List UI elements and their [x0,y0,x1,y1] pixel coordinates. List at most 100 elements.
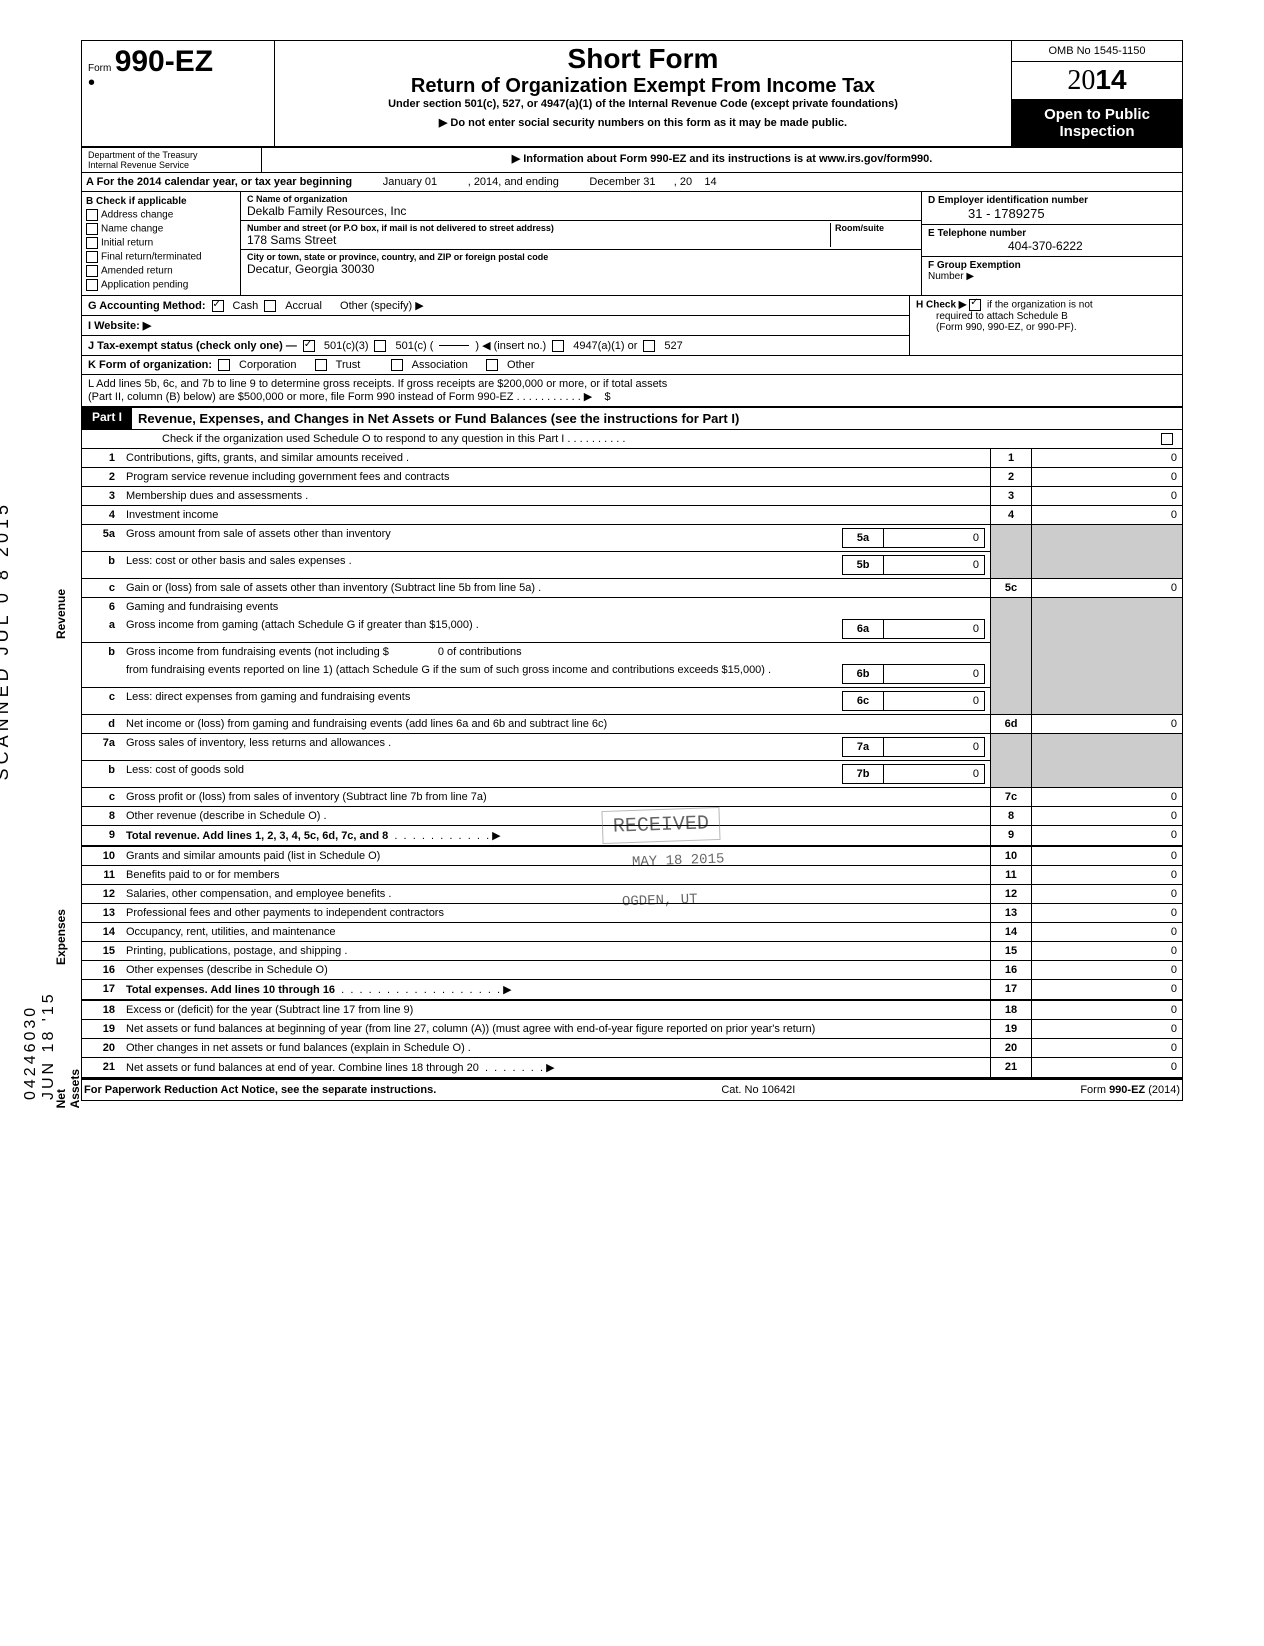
header-row: Form 990-EZ • Short Form Return of Organ… [82,41,1182,148]
line-9: 9Total revenue. Add lines 1, 2, 3, 4, 5c… [82,826,1182,847]
city-label: City or town, state or province, country… [247,252,915,262]
line-2: 2Program service revenue including gover… [82,468,1182,487]
label-501c3: 501(c)(3) [324,340,369,352]
part1-badge: Part I [82,408,132,429]
check-schedule-b[interactable] [969,299,981,311]
phone-value: 404-370-6222 [928,239,1083,253]
open-public-1: Open to Public [1016,106,1178,123]
short-form-title: Short Form [279,43,1007,75]
subtitle: Under section 501(c), 527, or 4947(a)(1)… [279,98,1007,110]
row-j: J Tax-exempt status (check only one) — 5… [82,336,909,355]
data-table-wrapper: Revenue Expenses Net Assets RECEIVED MAY… [82,449,1182,1078]
check-4947[interactable] [552,340,564,352]
check-cash[interactable] [212,300,224,312]
form-page: SCANNED JUL 0 8 2015 04246030 JUN 18 '15… [81,40,1183,1101]
org-name-box: C Name of organization Dekalb Family Res… [241,192,921,221]
website-label: I Website: ▶ [88,319,151,332]
dept-treasury: Department of the Treasury Internal Reve… [82,148,262,172]
group-exemption-box: F Group Exemption Number ▶ [922,257,1182,285]
line-10: 10Grants and similar amounts paid (list … [82,846,1182,866]
h-text2: required to attach Schedule B [916,311,1068,322]
col-right: D Employer identification number 31 - 17… [921,192,1182,295]
dept-line2: Internal Revenue Service [88,160,255,170]
label-accrual: Accrual [285,300,322,312]
label-insert-no: ) ◀ (insert no.) [475,339,546,352]
row-i: I Website: ▶ [82,316,909,336]
row-a-endyear: 14 [704,176,716,188]
check-accrual[interactable] [264,300,276,312]
line-5c: cGain or (loss) from sale of assets othe… [82,579,1182,598]
block-b-j: B Check if applicable Address change Nam… [82,192,1182,295]
label-501c: 501(c) ( [395,340,433,352]
label-final-return: Final return/terminated [101,252,202,263]
line-7c: cGross profit or (loss) from sales of in… [82,788,1182,807]
label-cash: Cash [233,300,259,312]
check-application-pending[interactable] [86,279,98,291]
line-12: 12Salaries, other compensation, and empl… [82,885,1182,904]
l-text1: L Add lines 5b, 6c, and 7b to line 9 to … [88,378,1176,390]
line-7a: 7aGross sales of inventory, less returns… [82,734,1182,761]
footer-mid: Cat. No 10642I [721,1084,795,1096]
right-header-column: OMB No 1545-1150 20201414 Open to Public… [1012,41,1182,146]
row-g: G Accounting Method: Cash Accrual Other … [82,296,909,316]
footer-row: For Paperwork Reduction Act Notice, see … [82,1078,1182,1100]
check-name-change[interactable] [86,223,98,235]
open-public: Open to Public Inspection [1012,100,1182,146]
label-application-pending: Application pending [101,280,188,291]
check-assoc[interactable] [391,359,403,371]
col-c: C Name of organization Dekalb Family Res… [241,192,921,295]
check-schedule-o[interactable] [1161,433,1173,445]
part1-title: Revenue, Expenses, and Changes in Net As… [132,408,745,429]
check-527[interactable] [643,340,655,352]
label-other-method: Other (specify) ▶ [340,299,424,312]
line-20: 20Other changes in net assets or fund ba… [82,1039,1182,1058]
tax-year: 20201414 [1012,62,1182,100]
label-address-change: Address change [101,210,173,221]
form-identifier: Form 990-EZ • [82,41,275,146]
city-value: Decatur, Georgia 30030 [247,262,915,276]
check-501c3[interactable] [303,340,315,352]
l-text2: (Part II, column (B) below) are $500,000… [88,391,592,403]
info-link: ▶ Information about Form 990-EZ and its … [262,148,1182,172]
h-text3: (Form 990, 990-EZ, or 990-PF). [916,322,1077,333]
label-amended-return: Amended return [101,266,173,277]
expenses-section-label: Expenses [54,909,68,965]
org-name-label: C Name of organization [247,194,915,204]
line-14: 14Occupancy, rent, utilities, and mainte… [82,923,1182,942]
street-box: Number and street (or P.O box, if mail i… [241,221,921,250]
row-a-mid: , 2014, and ending [468,176,559,188]
check-corp[interactable] [218,359,230,371]
row-gh: G Accounting Method: Cash Accrual Other … [82,295,1182,355]
label-other-org: Other [507,359,535,371]
line-6: 6Gaming and fundraising events [82,598,1182,617]
tax-year-end: December 31 [589,176,655,188]
check-amended-return[interactable] [86,265,98,277]
part1-check-row: Check if the organization used Schedule … [82,430,1182,449]
line-11: 11Benefits paid to or for members110 [82,866,1182,885]
label-name-change: Name change [101,224,163,235]
check-501c[interactable] [374,340,386,352]
line-16: 16Other expenses (describe in Schedule O… [82,961,1182,980]
label-4947: 4947(a)(1) or [573,340,637,352]
check-address-change[interactable] [86,209,98,221]
scanned-stamp: SCANNED JUL 0 8 2015 [0,501,13,780]
city-box: City or town, state or province, country… [241,250,921,278]
l-dollar: $ [605,391,611,403]
check-other-org[interactable] [486,359,498,371]
part1-check-note: Check if the organization used Schedule … [162,433,625,445]
return-title: Return of Organization Exempt From Incom… [279,75,1007,98]
omb-number: OMB No 1545-1150 [1012,41,1182,62]
col-b-header: B Check if applicable [86,196,187,207]
footer-right: Form 990-EZ (2014) [1080,1084,1180,1096]
row-a: A For the 2014 calendar year, or tax yea… [82,173,1182,192]
ein-value: 31 - 1789275 [928,206,1045,221]
h-label: H Check ▶ [916,300,966,311]
check-initial-return[interactable] [86,237,98,249]
dept-line1: Department of the Treasury [88,150,255,160]
check-final-return[interactable] [86,251,98,263]
note-ssn: ▶ Do not enter social security numbers o… [279,116,1007,129]
check-trust[interactable] [315,359,327,371]
line-19: 19Net assets or fund balances at beginni… [82,1020,1182,1039]
group-exemption-label: F Group Exemption [928,260,1021,271]
info-row: Department of the Treasury Internal Reve… [82,148,1182,173]
